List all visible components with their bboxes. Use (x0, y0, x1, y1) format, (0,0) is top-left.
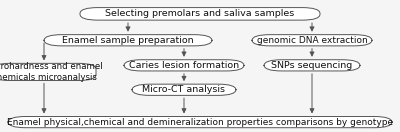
Text: Enamel physical,chemical and demineralization properties comparisons by genotype: Enamel physical,chemical and demineraliz… (7, 118, 393, 127)
Text: Caries lesion formation: Caries lesion formation (129, 61, 239, 70)
FancyBboxPatch shape (8, 116, 392, 128)
Text: genomic DNA extraction: genomic DNA extraction (257, 36, 367, 45)
Text: Microhardness and enamel
chemicals microanalysis: Microhardness and enamel chemicals micro… (0, 62, 102, 82)
FancyBboxPatch shape (124, 60, 244, 71)
FancyBboxPatch shape (264, 60, 360, 71)
FancyBboxPatch shape (80, 8, 320, 20)
Text: Micro-CT analysis: Micro-CT analysis (142, 85, 226, 94)
Text: Enamel sample preparation: Enamel sample preparation (62, 36, 194, 45)
Text: SNPs sequencing: SNPs sequencing (271, 61, 353, 70)
FancyBboxPatch shape (0, 63, 96, 81)
FancyBboxPatch shape (132, 84, 236, 95)
FancyBboxPatch shape (44, 35, 212, 46)
Text: Selecting premolars and saliva samples: Selecting premolars and saliva samples (105, 9, 295, 18)
FancyBboxPatch shape (252, 35, 372, 46)
